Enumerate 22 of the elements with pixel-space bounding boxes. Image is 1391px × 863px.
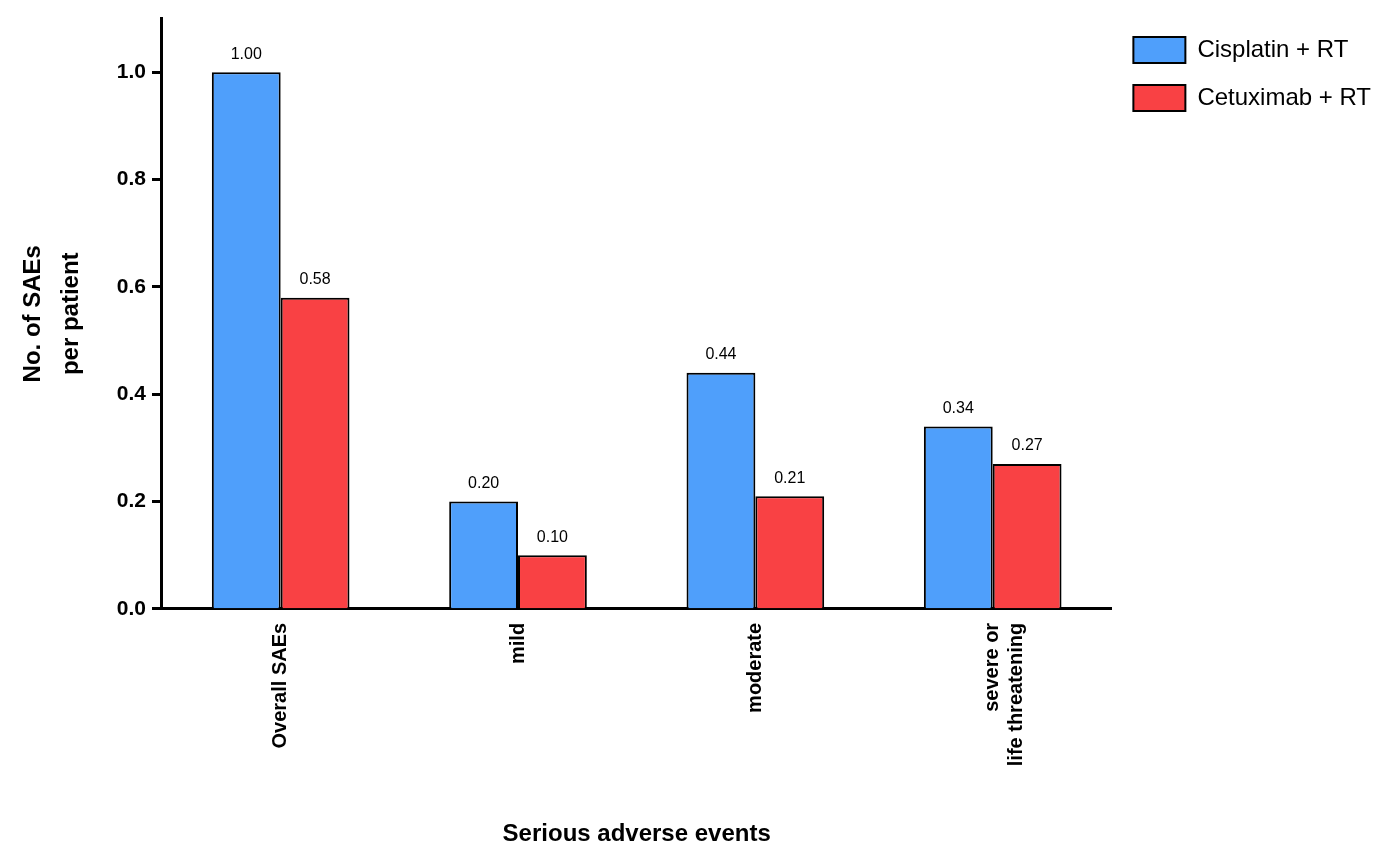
x-tick-label: severe or life threatening (980, 622, 1027, 767)
data-label: 0.34 (942, 398, 974, 416)
data-label: 0.20 (468, 473, 500, 491)
x-tick-label: mild (505, 622, 528, 664)
y-tick-label: 1.0 (116, 59, 146, 83)
y-tick-label: 0.4 (116, 381, 147, 405)
y-axis-title: No. of SAEs per patient (17, 245, 84, 383)
data-label: 0.10 (536, 527, 569, 545)
x-axis-title: Serious adverse events (502, 819, 771, 847)
legend-label: Cetuximab + RT (1197, 82, 1372, 110)
x-tick-label: Overall SAEs (268, 622, 291, 749)
x-tick-label: moderate (742, 622, 765, 713)
data-label: 1.00 (230, 44, 262, 62)
legend-label: Cisplatin + RT (1197, 34, 1349, 62)
y-tick-label: 0.2 (116, 488, 146, 512)
data-label: 0.21 (774, 468, 806, 486)
data-label: 0.27 (1011, 436, 1043, 454)
y-tick-label: 0.0 (116, 595, 146, 619)
y-tick-label: 0.8 (116, 166, 147, 190)
data-label: 0.44 (705, 345, 737, 363)
data-label: 0.58 (299, 270, 331, 288)
y-tick-label: 0.6 (116, 273, 146, 297)
